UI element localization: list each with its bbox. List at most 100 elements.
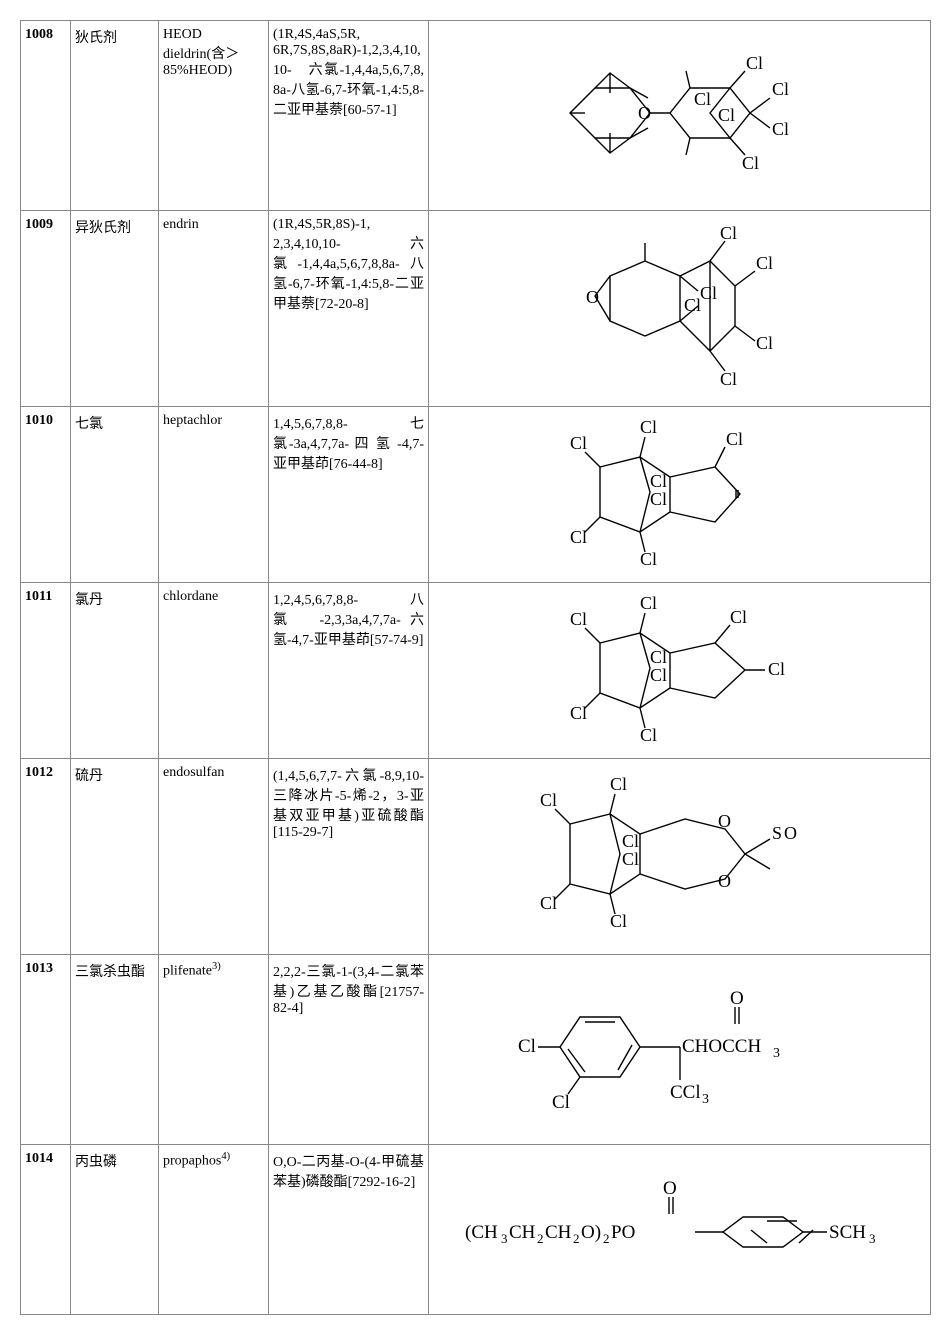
cell-structure: Cl Cl Cl Cl Cl Cl O O S O <box>429 759 931 955</box>
en-sup: 3) <box>212 961 221 972</box>
svg-text:Cl: Cl <box>720 223 737 243</box>
svg-text:Cl: Cl <box>570 433 587 453</box>
svg-text:Cl: Cl <box>650 489 667 509</box>
cell-en: endrin <box>159 211 269 407</box>
svg-text:Cl: Cl <box>640 549 657 567</box>
cell-id: 1009 <box>21 211 71 407</box>
svg-text:O): O) <box>581 1222 601 1243</box>
svg-text:Cl: Cl <box>552 1092 570 1113</box>
table-row: 1008 狄氏剂 HEOD dieldrin(含＞85%HEOD) (1R,4S… <box>21 21 931 211</box>
cell-en: HEOD dieldrin(含＞85%HEOD) <box>159 21 269 211</box>
structure-dieldrin: O Cl Cl Cl Cl Cl Cl <box>530 43 830 183</box>
cell-cn: 狄氏剂 <box>71 21 159 211</box>
svg-text:Cl: Cl <box>610 774 627 794</box>
en-text: plifenate <box>163 964 212 979</box>
svg-text:Cl: Cl <box>640 593 657 613</box>
svg-text:Cl: Cl <box>610 911 627 931</box>
en-text: propaphos <box>163 1154 221 1169</box>
cell-id: 1012 <box>21 759 71 955</box>
svg-text:Cl: Cl <box>694 89 711 109</box>
svg-text:2: 2 <box>537 1231 544 1246</box>
svg-text:Cl: Cl <box>570 527 587 547</box>
cell-iupac: 1,4,5,6,7,8,8-七氯-3a,4,7,7a- 四 氢 -4,7-亚甲基… <box>269 407 429 583</box>
svg-text:Cl: Cl <box>718 105 735 125</box>
cell-structure: O Cl Cl Cl Cl Cl Cl <box>429 21 931 211</box>
svg-text:O: O <box>638 103 651 123</box>
svg-text:Cl: Cl <box>650 471 667 491</box>
structure-endosulfan: Cl Cl Cl Cl Cl Cl O O S O <box>520 769 840 939</box>
cell-en: heptachlor <box>159 407 269 583</box>
svg-text:O: O <box>730 988 744 1009</box>
cell-iupac: 2,2,2-三氯-1-(3,4-二氯苯基)乙基乙酸酯[21757-82-4] <box>269 955 429 1145</box>
cell-structure: Cl Cl Cl Cl Cl Cl Cl <box>429 407 931 583</box>
svg-text:Cl: Cl <box>772 79 789 99</box>
svg-text:O: O <box>586 287 599 307</box>
svg-text:CH: CH <box>509 1222 536 1243</box>
table-row: 1013 三氯杀虫酯 plifenate3) 2,2,2-三氯-1-(3,4-二… <box>21 955 931 1145</box>
cell-iupac: (1R,4S,4aS,5R, 6R,7S,8S,8aR)-1,2,3,4,10,… <box>269 21 429 211</box>
svg-text:CHOCCH: CHOCCH <box>682 1036 761 1057</box>
svg-text:3: 3 <box>773 1046 780 1061</box>
cell-structure: Cl Cl Cl Cl Cl Cl Cl Cl <box>429 583 931 759</box>
cell-id: 1013 <box>21 955 71 1145</box>
structure-plifenate: Cl Cl O CHOCCH3 CCl3 <box>490 972 870 1122</box>
svg-text:Cl: Cl <box>570 703 587 723</box>
structure-propaphos: (CH3 CH2 CH2 O)2 PO O SCH3 <box>445 1172 915 1282</box>
svg-text:Cl: Cl <box>684 295 701 315</box>
svg-text:Cl: Cl <box>518 1036 536 1057</box>
svg-text:Cl: Cl <box>622 849 639 869</box>
svg-text:O: O <box>663 1178 677 1199</box>
table-row: 1012 硫丹 endosulfan (1,4,5,6,7,7-六氯-8,9,1… <box>21 759 931 955</box>
svg-text:Cl: Cl <box>650 665 667 685</box>
svg-text:Cl: Cl <box>700 283 717 303</box>
chemical-table: 1008 狄氏剂 HEOD dieldrin(含＞85%HEOD) (1R,4S… <box>20 20 931 1315</box>
svg-text:3: 3 <box>702 1092 709 1107</box>
table-row: 1011 氯丹 chlordane 1,2,4,5,6,7,8,8- 八氯 -2… <box>21 583 931 759</box>
svg-text:Cl: Cl <box>720 369 737 389</box>
svg-text:S: S <box>772 823 782 843</box>
structure-endrin: O Cl Cl Cl Cl Cl Cl <box>550 221 810 391</box>
cell-structure: O Cl Cl Cl Cl Cl Cl <box>429 211 931 407</box>
svg-text:Cl: Cl <box>742 153 759 173</box>
svg-text:Cl: Cl <box>540 790 557 810</box>
cell-en: plifenate3) <box>159 955 269 1145</box>
svg-text:PO: PO <box>611 1222 635 1243</box>
cell-cn: 异狄氏剂 <box>71 211 159 407</box>
svg-text:Cl: Cl <box>730 607 747 627</box>
cell-id: 1014 <box>21 1145 71 1315</box>
svg-text:Cl: Cl <box>622 831 639 851</box>
svg-text:O: O <box>718 871 731 891</box>
cell-structure: (CH3 CH2 CH2 O)2 PO O SCH3 <box>429 1145 931 1315</box>
svg-text:3: 3 <box>501 1231 508 1246</box>
svg-text:Cl: Cl <box>772 119 789 139</box>
svg-text:Cl: Cl <box>570 609 587 629</box>
cell-id: 1011 <box>21 583 71 759</box>
structure-chlordane: Cl Cl Cl Cl Cl Cl Cl Cl <box>550 593 810 743</box>
cell-iupac: 1,2,4,5,6,7,8,8- 八氯 -2,3,3a,4,7,7a-六氢-4,… <box>269 583 429 759</box>
svg-text:Cl: Cl <box>746 53 763 73</box>
svg-text:Cl: Cl <box>640 417 657 437</box>
svg-text:2: 2 <box>573 1231 580 1246</box>
svg-text:2: 2 <box>603 1231 610 1246</box>
svg-text:SCH: SCH <box>829 1222 866 1243</box>
cell-cn: 七氯 <box>71 407 159 583</box>
cell-en: chlordane <box>159 583 269 759</box>
table-row: 1009 异狄氏剂 endrin (1R,4S,5R,8S)-1, 2,3,4,… <box>21 211 931 407</box>
svg-text:O: O <box>718 811 731 831</box>
cell-iupac: O,O-二丙基-O-(4-甲硫基苯基)磷酸酯[7292-16-2] <box>269 1145 429 1315</box>
cell-cn: 丙虫磷 <box>71 1145 159 1315</box>
cell-iupac: (1R,4S,5R,8S)-1, 2,3,4,10,10-六氯-1,4,4a,5… <box>269 211 429 407</box>
cell-en: propaphos4) <box>159 1145 269 1315</box>
table-row: 1014 丙虫磷 propaphos4) O,O-二丙基-O-(4-甲硫基苯基)… <box>21 1145 931 1315</box>
svg-text:Cl: Cl <box>768 659 785 679</box>
en-sup: 4) <box>221 1151 230 1162</box>
cell-structure: Cl Cl O CHOCCH3 CCl3 <box>429 955 931 1145</box>
cell-cn: 硫丹 <box>71 759 159 955</box>
svg-text:3: 3 <box>869 1231 876 1246</box>
svg-text:CH: CH <box>545 1222 572 1243</box>
svg-text:Cl: Cl <box>540 893 557 913</box>
structure-heptachlor: Cl Cl Cl Cl Cl Cl Cl <box>550 417 810 567</box>
table-row: 1010 七氯 heptachlor 1,4,5,6,7,8,8-七氯-3a,4… <box>21 407 931 583</box>
svg-text:Cl: Cl <box>640 725 657 743</box>
cell-cn: 氯丹 <box>71 583 159 759</box>
